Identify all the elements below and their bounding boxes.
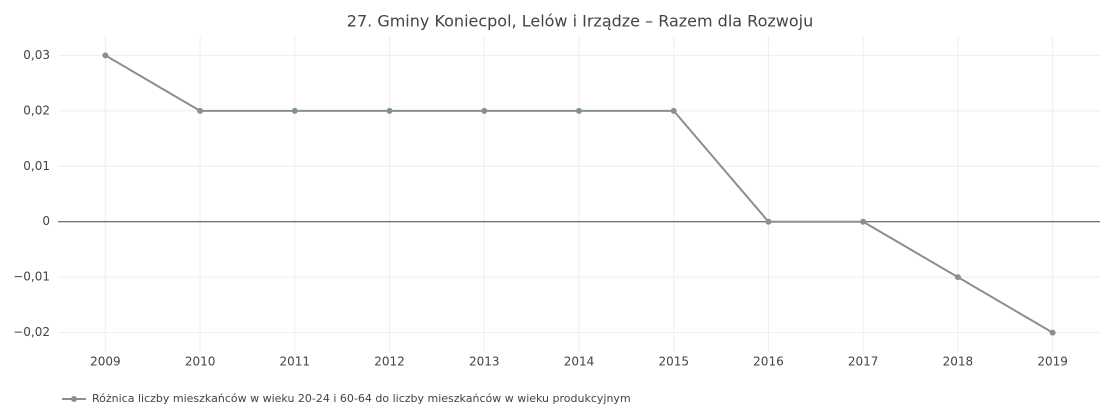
data-point <box>670 107 677 114</box>
x-tick-label: 2010 <box>185 355 216 369</box>
x-tick-label: 2014 <box>564 355 595 369</box>
x-tick-label: 2012 <box>374 355 405 369</box>
y-tick-label: 0,01 <box>23 159 50 173</box>
x-tick-label: 2011 <box>280 355 311 369</box>
x-tick-label: 2019 <box>1037 355 1068 369</box>
data-point <box>386 107 393 114</box>
data-point <box>954 274 961 281</box>
legend-label: Różnica liczby mieszkańców w wieku 20-24… <box>92 392 631 405</box>
legend-marker <box>71 396 77 402</box>
data-point <box>197 107 204 114</box>
data-point <box>481 107 488 114</box>
y-tick-label: −0,01 <box>13 270 50 284</box>
y-tick-label: −0,02 <box>13 325 50 339</box>
data-point <box>1049 329 1056 336</box>
data-point <box>291 107 298 114</box>
chart-title: 27. Gminy Koniecpol, Lelów i Irządze – R… <box>347 12 813 31</box>
x-tick-label: 2016 <box>753 355 784 369</box>
data-point <box>576 107 582 114</box>
x-tick-label: 2009 <box>90 355 121 369</box>
data-point <box>860 218 867 225</box>
data-point <box>102 52 109 59</box>
x-tick-label: 2018 <box>943 355 974 369</box>
y-tick-label: 0,02 <box>23 103 50 117</box>
x-tick-label: 2015 <box>658 355 689 369</box>
data-point <box>765 218 772 225</box>
y-tick-label: 0,03 <box>23 48 50 62</box>
x-tick-label: 2017 <box>848 355 879 369</box>
y-tick-label: 0 <box>42 214 50 228</box>
x-tick-label: 2013 <box>469 355 500 369</box>
